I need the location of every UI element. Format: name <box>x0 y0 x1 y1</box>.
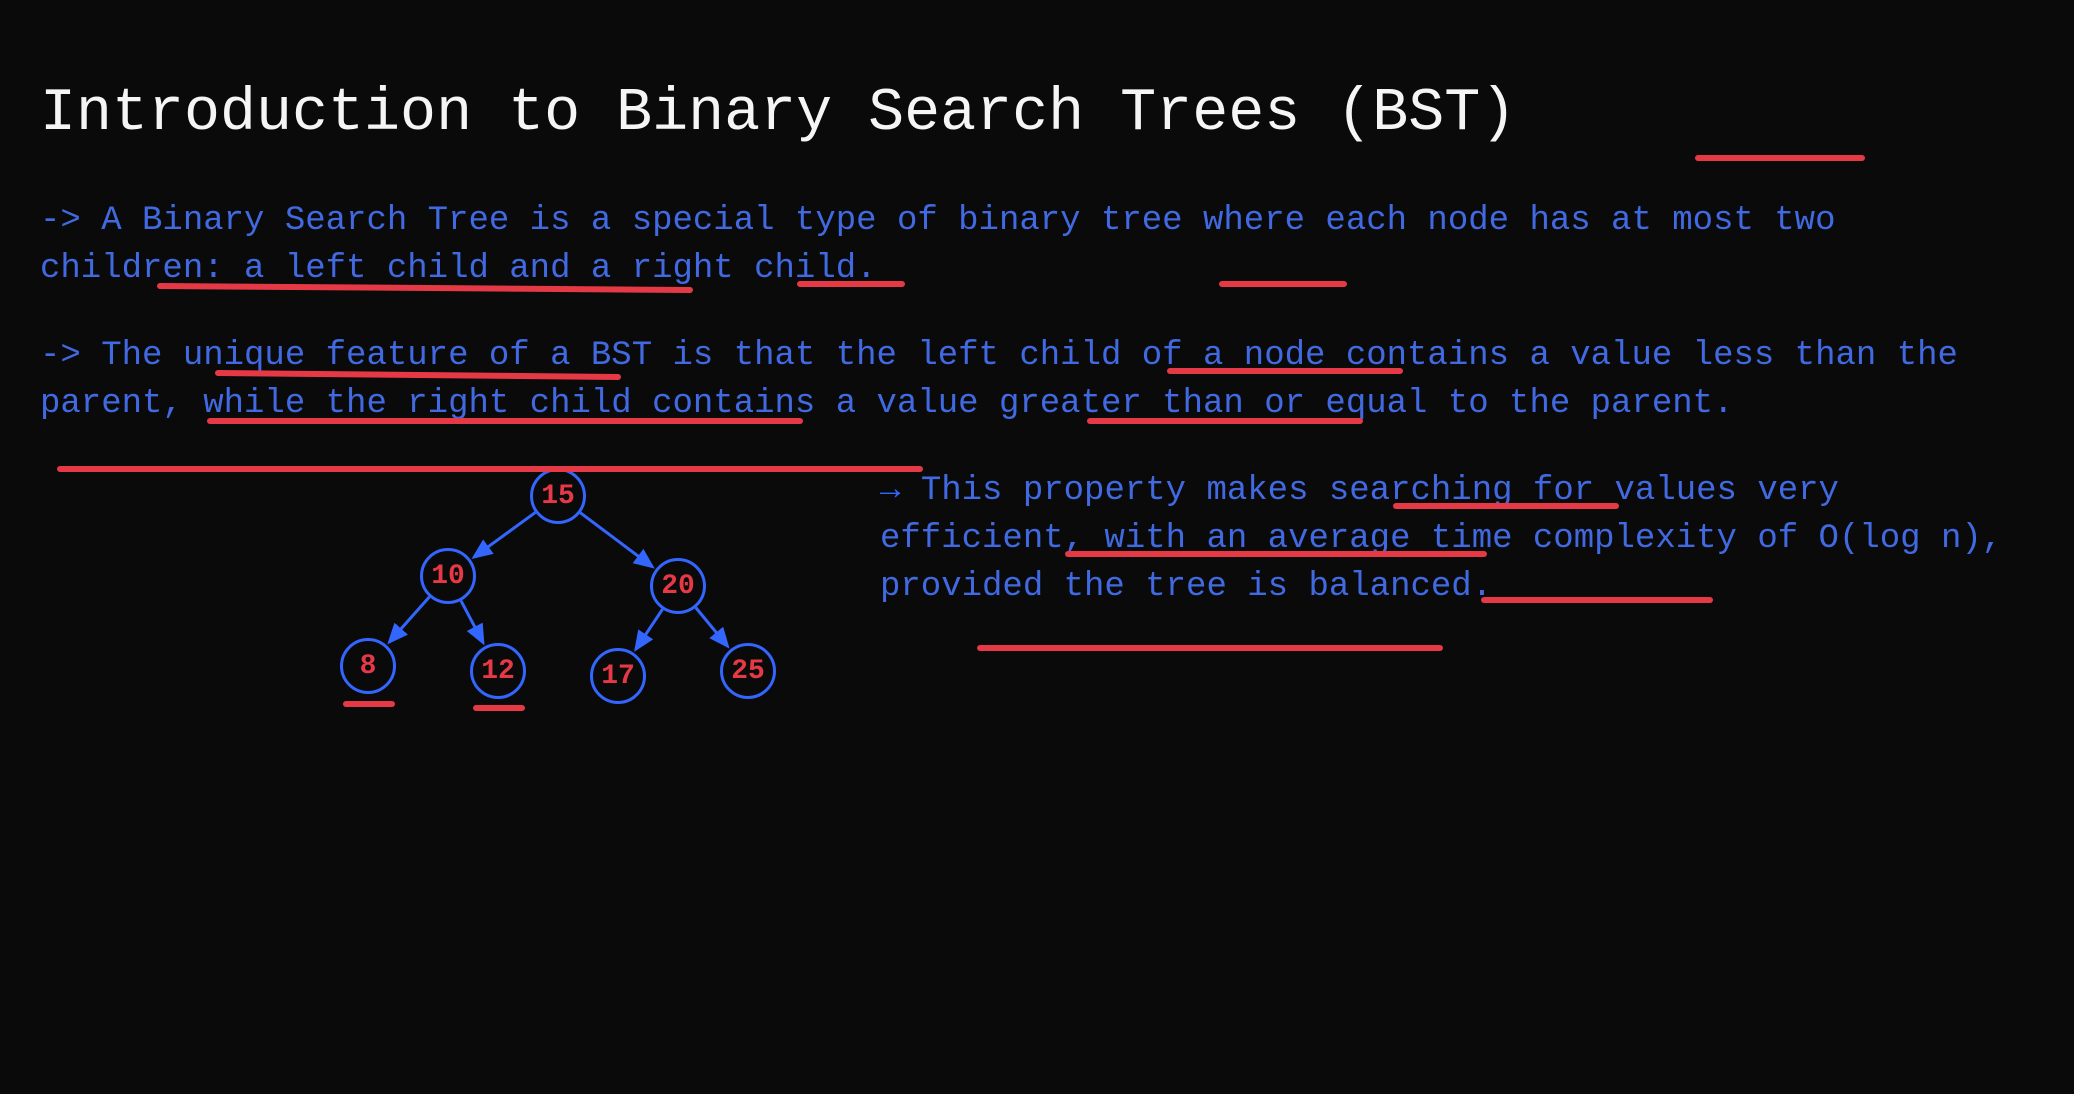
tree-node: 10 <box>420 548 476 604</box>
tree-node: 8 <box>340 638 396 694</box>
arrow-icon: → <box>880 472 900 510</box>
p1-text: -> A Binary Search Tree is a special typ… <box>40 202 1836 288</box>
tree-node: 17 <box>590 648 646 704</box>
tree-node: 15 <box>530 468 586 524</box>
tree-edge <box>636 610 663 650</box>
p3-text: This property makes searching for values… <box>880 472 2002 605</box>
paragraph-2: -> The unique feature of a BST is that t… <box>40 333 2034 428</box>
tree-node: 12 <box>470 643 526 699</box>
title-text: Introduction to Binary Search Trees (BST… <box>40 80 1516 148</box>
tree-node: 25 <box>720 643 776 699</box>
tree-edge <box>474 513 535 558</box>
tree-node: 20 <box>650 558 706 614</box>
tree-edge <box>461 601 483 643</box>
tree-edge <box>580 513 652 567</box>
lower-section: 15 10 20 8 12 17 25 → This property makes sear… <box>40 468 2034 748</box>
page-title: Introduction to Binary Search Trees (BST… <box>40 80 2034 148</box>
paragraph-1: -> A Binary Search Tree is a special typ… <box>40 198 2034 293</box>
p2-text: -> The unique feature of a BST is that t… <box>40 337 1958 423</box>
bst-tree-diagram: 15 10 20 8 12 17 25 <box>300 468 840 748</box>
tree-edge <box>389 597 429 642</box>
tree-edge <box>696 608 728 647</box>
paragraph-3: → This property makes searching for valu… <box>880 468 2034 748</box>
